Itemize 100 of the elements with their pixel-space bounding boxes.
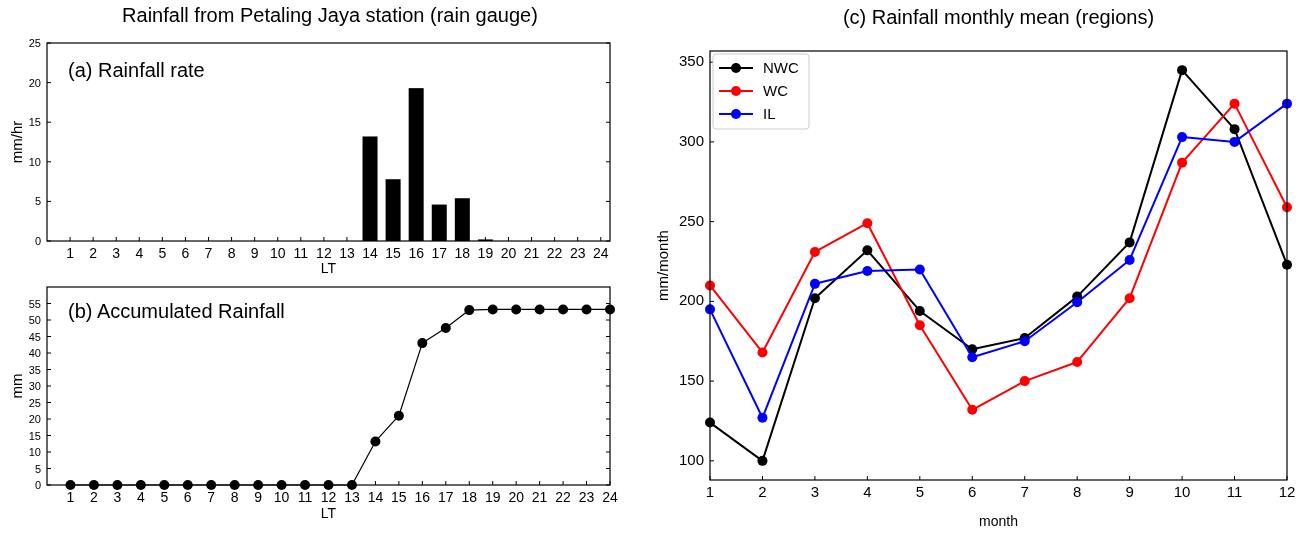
y-tick-label: 15 bbox=[28, 116, 41, 129]
x-tick-label: 17 bbox=[438, 489, 454, 505]
x-tick-label: 10 bbox=[273, 489, 290, 505]
point bbox=[914, 320, 925, 331]
point bbox=[862, 266, 873, 277]
y-tick-label: 5 bbox=[34, 462, 41, 475]
x-tick-label: 21 bbox=[523, 245, 540, 261]
point bbox=[1229, 136, 1240, 147]
y-tick-label: 300 bbox=[678, 131, 704, 149]
x-tick-label: 22 bbox=[546, 245, 563, 261]
x-tick-label: 5 bbox=[158, 245, 167, 261]
point bbox=[1177, 157, 1188, 168]
y-tick-label: 40 bbox=[28, 347, 41, 359]
x-tick-label: 18 bbox=[454, 245, 471, 261]
y-tick-label: 150 bbox=[678, 371, 704, 389]
point bbox=[757, 347, 768, 358]
y-tick-label: 30 bbox=[28, 380, 41, 392]
x-tick-label: 5 bbox=[160, 489, 169, 505]
y-tick-label: 200 bbox=[678, 291, 704, 309]
x-tick-label: 7 bbox=[1020, 483, 1029, 500]
point bbox=[1177, 132, 1188, 143]
y-axis-title: mm bbox=[8, 373, 25, 399]
x-tick-label: 14 bbox=[362, 245, 379, 261]
y-tick-label: 5 bbox=[34, 195, 41, 208]
point bbox=[1019, 376, 1030, 387]
point bbox=[914, 264, 925, 275]
x-tick-label: 9 bbox=[1125, 483, 1134, 500]
x-tick-label: 8 bbox=[227, 245, 236, 261]
y-tick-label: 20 bbox=[28, 413, 41, 425]
x-tick-label: 3 bbox=[112, 245, 121, 261]
point bbox=[581, 304, 592, 315]
x-tick-label: 16 bbox=[414, 489, 431, 505]
x-tick-label: 15 bbox=[391, 489, 407, 505]
point bbox=[511, 304, 522, 315]
point bbox=[1124, 293, 1135, 304]
point bbox=[1177, 65, 1188, 76]
x-tick-label: 13 bbox=[344, 489, 360, 505]
x-tick-label: 6 bbox=[181, 245, 190, 261]
x-tick-label: 8 bbox=[1073, 483, 1082, 500]
x-tick-label: 7 bbox=[207, 489, 216, 505]
point bbox=[534, 304, 545, 315]
y-tick-label: 25 bbox=[28, 37, 41, 49]
point bbox=[417, 338, 428, 349]
x-tick-label: 12 bbox=[1278, 483, 1296, 500]
point bbox=[967, 404, 978, 415]
x-tick-label: 22 bbox=[555, 489, 572, 505]
x-tick-label: 1 bbox=[66, 245, 75, 261]
y-tick-label: 10 bbox=[28, 446, 41, 458]
y-tick-label: 15 bbox=[28, 429, 41, 442]
y-tick-label: 55 bbox=[28, 297, 41, 310]
x-tick-label: 11 bbox=[293, 245, 309, 261]
x-tick-label: 6 bbox=[968, 483, 977, 500]
x-tick-label: 19 bbox=[484, 489, 501, 505]
x-tick-label: 24 bbox=[592, 245, 609, 261]
legend-label: IL bbox=[763, 105, 776, 122]
point bbox=[1229, 98, 1240, 109]
y-axis-title: mm/hr bbox=[8, 120, 25, 164]
point bbox=[393, 410, 404, 421]
point bbox=[1124, 237, 1135, 248]
point bbox=[757, 412, 768, 423]
x-tick-label: 23 bbox=[578, 489, 595, 505]
x-tick-label: 20 bbox=[500, 245, 517, 261]
x-tick-label: 13 bbox=[339, 245, 355, 261]
point bbox=[487, 304, 498, 315]
x-tick-label: 1 bbox=[705, 483, 715, 500]
point bbox=[1072, 297, 1083, 308]
point bbox=[1124, 254, 1135, 265]
point bbox=[464, 305, 475, 316]
x-tick-label: 11 bbox=[1226, 483, 1243, 500]
point bbox=[370, 436, 381, 447]
point bbox=[862, 245, 873, 256]
annotation: (a) Rainfall rate bbox=[68, 59, 205, 81]
x-tick-label: 9 bbox=[250, 245, 259, 261]
x-tick-label: 21 bbox=[531, 489, 548, 505]
x-tick-label: 2 bbox=[89, 245, 98, 261]
y-tick-label: 350 bbox=[678, 52, 704, 70]
x-tick-label: 10 bbox=[269, 245, 286, 261]
y-tick-label: 10 bbox=[28, 155, 41, 168]
point bbox=[914, 305, 925, 316]
x-tick-label: 19 bbox=[477, 245, 494, 261]
point bbox=[809, 293, 820, 304]
x-tick-label: 15 bbox=[385, 245, 402, 261]
point bbox=[809, 278, 820, 289]
x-tick-label: 2 bbox=[90, 489, 99, 505]
point bbox=[440, 322, 451, 333]
point bbox=[558, 304, 569, 315]
annotation: (b) Accumulated Rainfall bbox=[68, 300, 285, 322]
x-tick-label: 9 bbox=[254, 489, 263, 505]
chart-title: (c) Rainfall monthly mean (regions) bbox=[842, 6, 1155, 28]
point bbox=[757, 455, 768, 466]
x-tick-label: 4 bbox=[135, 245, 144, 261]
point bbox=[1229, 124, 1240, 135]
x-axis-title: month bbox=[979, 513, 1018, 529]
y-tick-label: 50 bbox=[28, 314, 41, 326]
x-tick-label: 6 bbox=[183, 489, 192, 505]
x-tick-label: 16 bbox=[408, 245, 425, 261]
x-tick-label: 1 bbox=[66, 489, 75, 505]
point bbox=[809, 246, 820, 257]
y-axis-title: mm/month bbox=[654, 230, 671, 301]
legend-label: WC bbox=[763, 82, 789, 99]
